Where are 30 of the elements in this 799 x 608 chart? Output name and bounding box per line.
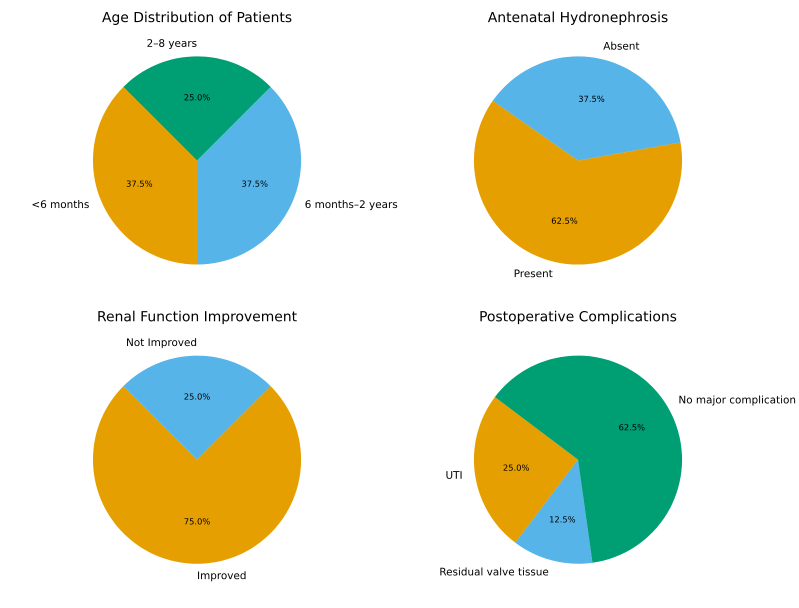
chart-title: Age Distribution of Patients: [102, 12, 292, 25]
data-label: 37.5%: [242, 180, 268, 187]
pie-slice: [123, 56, 271, 160]
chart-title: Postoperative Complications: [480, 310, 676, 324]
data-label: 37.5%: [126, 180, 152, 187]
slice-label: Present: [514, 270, 553, 278]
slice-label: 2–8 years: [147, 39, 197, 49]
slice-label: No major complication: [679, 395, 796, 406]
pie-slice: [474, 100, 682, 265]
pie-slice: [92, 386, 302, 564]
chart-title: Renal Function Improvement: [98, 310, 297, 324]
slice-label: 6 months–2 years: [305, 200, 398, 210]
data-label: 37.5%: [578, 96, 604, 102]
data-label: 25.0%: [184, 393, 210, 400]
pie-slice: [123, 356, 271, 460]
data-label: 25.0%: [504, 464, 529, 471]
data-label: 62.5%: [552, 218, 578, 224]
data-label: 75.0%: [184, 518, 210, 525]
pie-slice: [492, 56, 680, 160]
chart-title: Antenatal Hydronephrosis: [488, 12, 668, 25]
slice-label: Not Improved: [127, 338, 196, 348]
slice-label: Residual valve tissue: [440, 567, 548, 576]
slice-label: UTI: [446, 471, 462, 479]
slice-label: <6 months: [32, 200, 89, 208]
slice-label: Absent: [603, 42, 640, 50]
data-label: 62.5%: [619, 424, 645, 430]
slice-label: Improved: [198, 571, 246, 582]
data-label: 12.5%: [550, 516, 576, 523]
pie-slice: [474, 397, 578, 543]
data-label: 25.0%: [184, 94, 210, 100]
